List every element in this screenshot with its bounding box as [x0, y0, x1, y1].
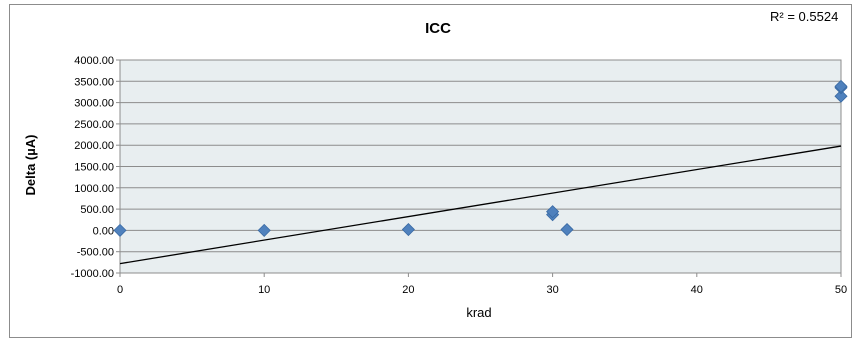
x-tick-label: 20 [402, 284, 414, 296]
r-squared-label: R² = 0.5524 [770, 9, 838, 24]
data-point [257, 223, 271, 237]
x-tick-label: 40 [691, 284, 703, 296]
data-point [401, 222, 415, 237]
y-tick-label: 0.00 [93, 225, 114, 237]
x-tick-label: 50 [835, 284, 847, 296]
y-tick-label: 1500.00 [74, 162, 114, 174]
gridlines [120, 59, 841, 274]
y-tick-label: -1000.00 [71, 268, 114, 280]
y-axis-label: Delta (µA) [23, 135, 38, 196]
data-point [560, 222, 574, 237]
data-points [113, 79, 848, 237]
y-tick-label: 2500.00 [74, 119, 114, 131]
data-point [834, 79, 848, 93]
x-tick-label: 10 [258, 284, 270, 296]
y-tick-label: 1000.00 [74, 183, 114, 195]
data-point [834, 89, 848, 103]
y-tick-label: 3500.00 [74, 76, 114, 88]
y-axis-ticks: -1000.00 -500.00 0.00 500.00 1000.00 1500.00 2… [71, 55, 120, 280]
x-axis-ticks: 0 10 20 30 40 50 [117, 273, 847, 296]
y-tick-label: 500.00 [80, 204, 114, 216]
data-point [113, 223, 127, 237]
y-tick-label: 3000.00 [74, 98, 114, 110]
y-tick-label: 2000.00 [74, 140, 114, 152]
y-tick-label: 4000.00 [74, 55, 114, 67]
x-tick-label: 0 [117, 284, 123, 296]
x-axis-label: krad [466, 305, 491, 320]
trendline [119, 145, 842, 265]
x-tick-label: 30 [546, 284, 558, 296]
chart-title: ICC [425, 20, 451, 37]
y-tick-label: -500.00 [77, 247, 114, 259]
data-point [546, 205, 560, 219]
